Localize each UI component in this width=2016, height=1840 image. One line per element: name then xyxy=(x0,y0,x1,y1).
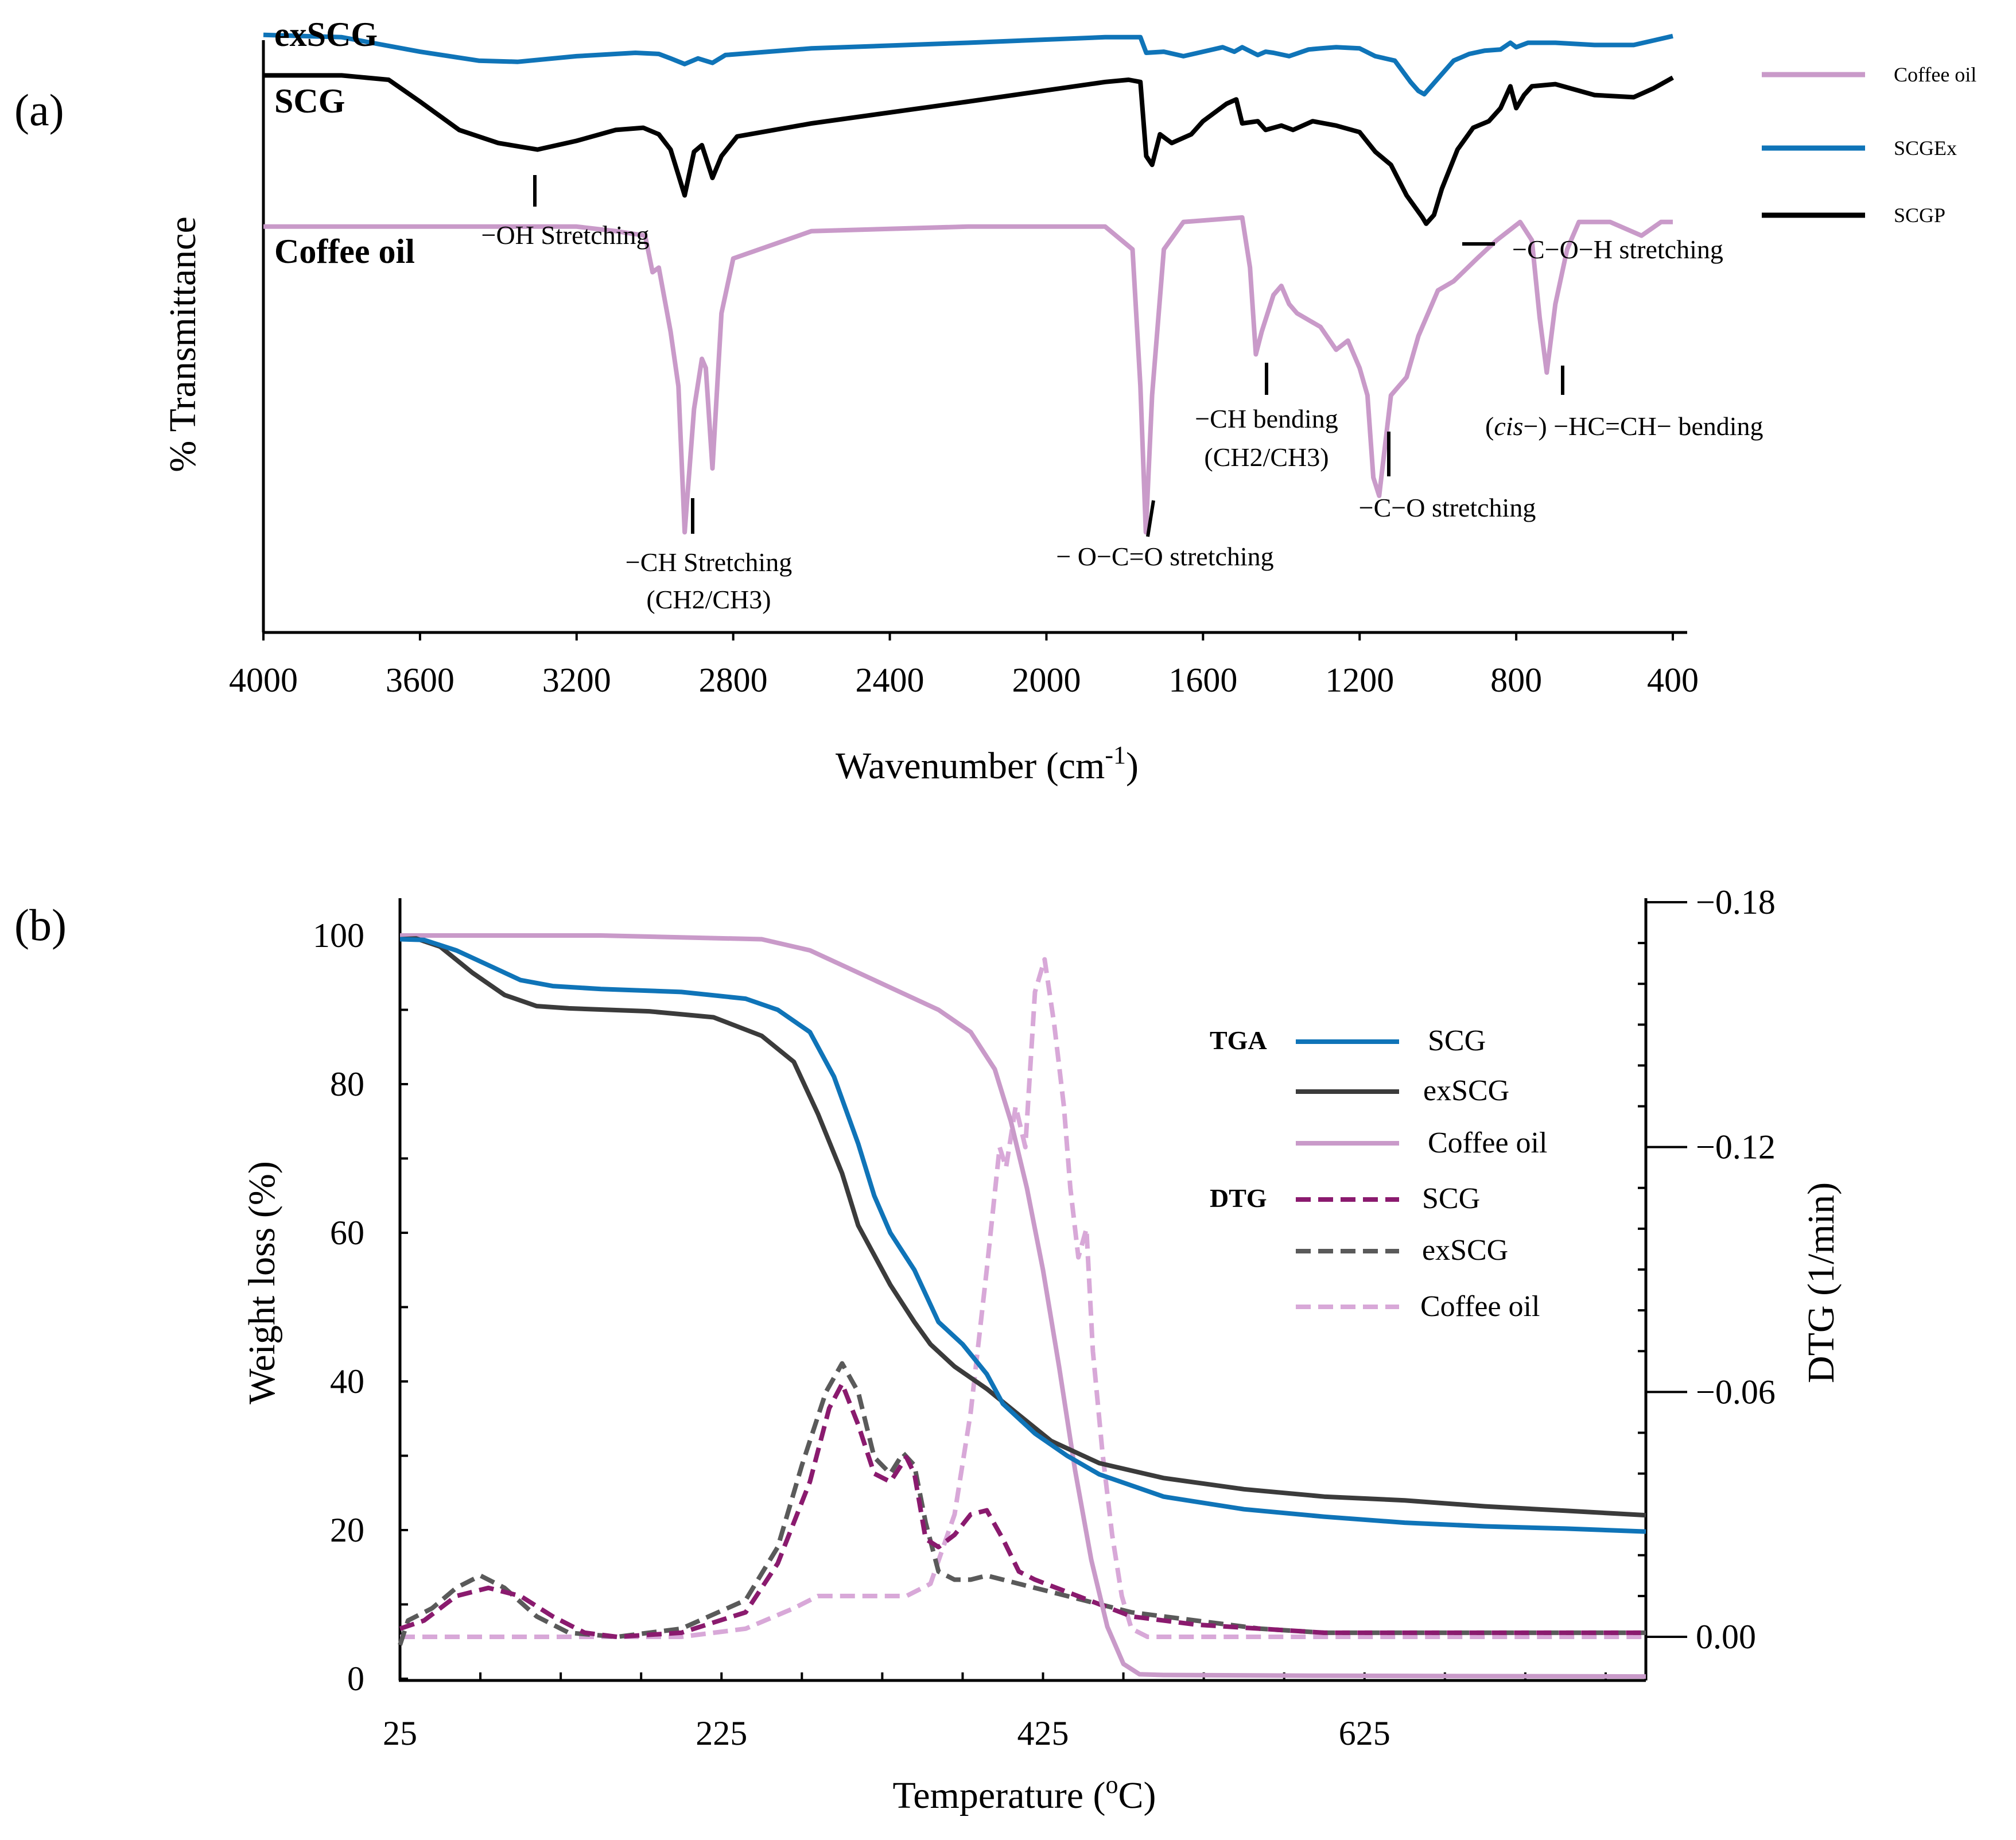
ftir-legend: Coffee oil SCGEx SCGP xyxy=(1762,63,1976,227)
tga-series-coffee-oil xyxy=(400,933,1646,1679)
ann-ch-stretching: −CH Stretching xyxy=(626,548,792,577)
dtg-y2-tick-label-1: −0.06 xyxy=(1696,1373,1776,1411)
ann-cis-rest: −) −HC=CH− bending xyxy=(1523,412,1763,441)
panel-b-label: (b) xyxy=(14,900,67,950)
ftir-x-tick-label-2: 3200 xyxy=(542,661,611,699)
panel-a-label: (a) xyxy=(14,85,64,135)
tga-x-axis-label-main: Temperature ( xyxy=(893,1775,1106,1816)
ann-line-oco xyxy=(1146,500,1155,537)
tga-y-tick-label-2: 40 xyxy=(330,1362,364,1400)
tga-x-tick-label-3: 625 xyxy=(1339,1714,1390,1752)
ftir-x-axis-label-close: ) xyxy=(1126,745,1139,787)
tga-x-tick-label-0: 25 xyxy=(383,1714,417,1752)
ftir-x-tick-label-1: 3600 xyxy=(386,661,455,699)
ftir-x-tick-label-4: 2400 xyxy=(856,661,925,699)
ftir-x-ticks: 4000 3600 3200 2800 2400 2000 1600 1200 800 400 xyxy=(229,632,1699,699)
ftir-curve-label-coffee-oil: Coffee oil xyxy=(274,232,415,270)
ftir-legend-label-coffee-oil: Coffee oil xyxy=(1894,63,1976,86)
dtg-legend-label-coffee-oil: Coffee oil xyxy=(1420,1290,1540,1323)
tga-legend: TGA SCG exSCG Coffee oil DTG SCG exSCG C… xyxy=(1210,1024,1547,1323)
tga-legend-label-coffee-oil: Coffee oil xyxy=(1428,1127,1547,1159)
ftir-x-tick-label-5: 2000 xyxy=(1012,661,1081,699)
dtg-y2-tick-label-2: −0.12 xyxy=(1696,1128,1776,1166)
ftir-curve-label-scg: SCG xyxy=(274,82,345,120)
ftir-x-tick-label-9: 400 xyxy=(1647,661,1699,699)
tga-x-axis-label-sup: o xyxy=(1106,1771,1118,1799)
ann-oco-stretching: − O−C=O stretching xyxy=(1056,542,1273,571)
ftir-x-axis-label-main: Wavenumber (cm xyxy=(836,745,1105,787)
ftir-curves xyxy=(263,32,1674,535)
ftir-x-tick-label-0: 4000 xyxy=(229,661,298,699)
ftir-series-coffee-oil xyxy=(263,215,1673,535)
tga-x-axis-label: Temperature (oC) xyxy=(893,1771,1156,1816)
tga-x-tick-label-1: 225 xyxy=(696,1714,747,1752)
ftir-legend-label-scgex: SCGEx xyxy=(1894,137,1957,160)
tga-y-tick-label-0: 0 xyxy=(347,1660,364,1698)
tga-x-axis-label-close: C) xyxy=(1118,1775,1156,1816)
ann-oh-stretching: −OH Stretching xyxy=(481,220,650,250)
ann-ch-stretching-group: (CH2/CH3) xyxy=(646,585,771,614)
ftir-annotations: −OH Stretching −C−O−H stretching −CH Str… xyxy=(481,220,1763,614)
ftir-x-tick-label-7: 1200 xyxy=(1325,661,1394,699)
ann-ch-bending: −CH bending xyxy=(1195,404,1338,433)
dtg-y2-tick-label-3: −0.18 xyxy=(1696,883,1776,921)
ftir-x-axis-label: Wavenumber (cm-1) xyxy=(836,741,1139,787)
ann-co-stretching: −C−O stretching xyxy=(1359,493,1536,522)
ann-cis-bending: (cis−) −HC=CH− bending xyxy=(1485,412,1763,441)
ftir-series-exscg xyxy=(263,32,1673,97)
ann-ch-bending-group: (CH2/CH3) xyxy=(1204,442,1329,472)
ftir-annotation-lines xyxy=(533,175,1564,537)
ftir-series-scg xyxy=(263,73,1674,226)
tga-legend-label-exscg: exSCG xyxy=(1423,1074,1509,1107)
ftir-legend-label-scgp: SCGP xyxy=(1894,204,1945,227)
tga-x-tick-label-2: 425 xyxy=(1017,1714,1069,1752)
dtg-series-coffee-oil xyxy=(400,957,1646,1639)
panel-b-tga-dtg: (b) 25 225 425 625 0 20 40 60 80 100 0.00 −0.06 −0.1… xyxy=(14,883,1842,1816)
tga-y-tick-label-3: 60 xyxy=(330,1214,364,1252)
dtg-legend-label-scg: SCG xyxy=(1422,1182,1480,1215)
tga-y-tick-label-1: 20 xyxy=(330,1511,364,1549)
tga-y-axis-label: Weight loss (%) xyxy=(241,1161,283,1404)
ann-cis-italic: cis xyxy=(1494,412,1523,441)
tga-legend-label-scg: SCG xyxy=(1428,1024,1486,1057)
tga-y-tick-label-5: 100 xyxy=(313,917,364,954)
ftir-x-axis-label-sup: -1 xyxy=(1105,741,1126,769)
dtg-series-scg xyxy=(399,1381,1646,1639)
tga-series-exscg xyxy=(399,936,1646,1518)
ftir-x-tick-label-3: 2800 xyxy=(699,661,768,699)
dtg-y2-tick-label-0: 0.00 xyxy=(1696,1618,1756,1656)
panel-a-ftir: (a) 4000 3600 3200 2800 2400 2000 1600 1200 800 4… xyxy=(14,15,1976,787)
dtg-series-exscg xyxy=(398,1361,1646,1646)
tga-legend-group-tga: TGA xyxy=(1210,1026,1267,1055)
tga-series-scg xyxy=(399,937,1646,1534)
ftir-curve-label-exscg: exSCG xyxy=(274,15,378,53)
ftir-x-tick-label-6: 1600 xyxy=(1168,661,1237,699)
dtg-y-axis-label: DTG (1/min) xyxy=(1800,1182,1842,1383)
tga-legend-group-dtg: DTG xyxy=(1210,1183,1267,1213)
tga-y-tick-label-4: 80 xyxy=(330,1065,364,1103)
ftir-x-tick-label-8: 800 xyxy=(1490,661,1542,699)
tga-axis-ticks: 25 225 425 625 0 20 40 60 80 100 0.00 −0.06 −0.12 −0.… xyxy=(313,883,1776,1752)
tga-curves xyxy=(398,933,1646,1679)
ann-coh-stretching: −C−O−H stretching xyxy=(1512,235,1723,264)
dtg-legend-label-exscg: exSCG xyxy=(1422,1234,1508,1267)
ftir-y-axis-label: % Transmittance xyxy=(162,216,204,472)
